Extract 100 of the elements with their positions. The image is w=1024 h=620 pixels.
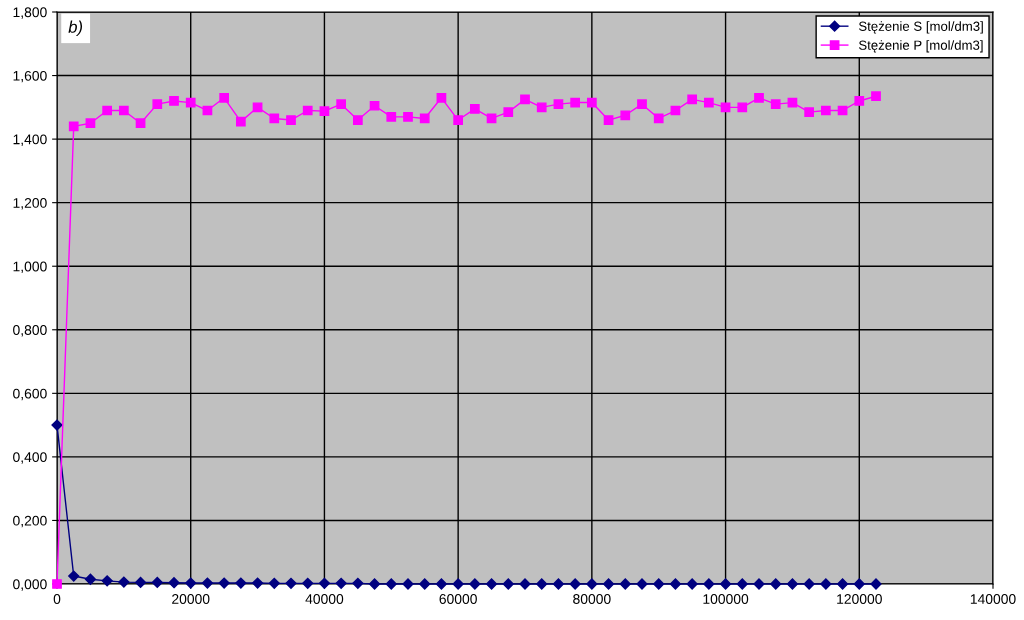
point (251, 577, 264, 589)
y-tick-label: 1,800 (13, 7, 47, 19)
point (335, 577, 347, 589)
point (786, 578, 799, 590)
point (118, 105, 129, 116)
point (85, 118, 96, 129)
point (686, 578, 698, 590)
y-tick-label: 1,400 (13, 134, 47, 146)
point (469, 578, 481, 590)
point (403, 112, 413, 122)
point (219, 92, 230, 103)
y-tick-label: 1,600 (13, 70, 47, 83)
point (637, 99, 647, 110)
point (319, 106, 330, 117)
point (435, 578, 448, 590)
point (252, 102, 263, 113)
point (51, 419, 63, 431)
x-tick-label: 40000 (305, 594, 344, 604)
point (84, 573, 97, 585)
point (68, 570, 80, 582)
point (436, 92, 447, 103)
point (653, 113, 664, 124)
point (803, 578, 815, 590)
point (118, 576, 130, 588)
point (754, 92, 764, 103)
point (352, 577, 364, 589)
point (520, 94, 530, 105)
point (820, 578, 832, 590)
point (218, 577, 230, 589)
point (619, 578, 631, 590)
x-tick-label: 140000 (970, 594, 1016, 604)
point (185, 97, 196, 108)
point (369, 100, 380, 111)
point (168, 577, 180, 589)
x-tick-label: 120000 (837, 594, 882, 604)
point (318, 577, 331, 589)
point (419, 578, 431, 590)
point (134, 576, 147, 589)
point (586, 578, 598, 590)
y-tick-label: 0,200 (13, 515, 47, 528)
point (268, 577, 280, 589)
point (603, 115, 614, 125)
point (820, 105, 831, 116)
point (101, 575, 113, 587)
point (385, 578, 397, 590)
x-tick-label: 100000 (703, 594, 749, 604)
annotation: b) (68, 20, 83, 37)
point (836, 578, 849, 590)
point (169, 96, 179, 106)
point (570, 97, 581, 108)
point (419, 113, 430, 124)
point (719, 578, 732, 590)
point (720, 102, 731, 113)
point (770, 99, 781, 110)
x-tick-label: 60000 (439, 594, 477, 604)
y-tick-label: 1,200 (13, 198, 47, 210)
point (853, 578, 865, 590)
point (569, 578, 581, 590)
x-tick-label: 20000 (172, 594, 210, 604)
point (669, 578, 682, 590)
legend-label: Stężenie P [mol/dm3] (858, 40, 983, 53)
point (152, 99, 163, 110)
point (52, 579, 62, 589)
point (703, 97, 714, 108)
point (185, 577, 197, 589)
point (536, 102, 547, 113)
point (552, 578, 565, 590)
point (687, 94, 698, 105)
point (368, 578, 381, 590)
point (235, 577, 247, 589)
point (201, 577, 214, 589)
point (703, 578, 715, 590)
point (553, 99, 564, 110)
point (737, 102, 748, 113)
point (620, 110, 631, 121)
point (502, 578, 514, 590)
point (736, 578, 748, 590)
point (485, 578, 498, 590)
point (135, 118, 146, 129)
y-tick-label: 1,000 (13, 261, 47, 274)
point (336, 99, 347, 110)
point (503, 107, 514, 117)
point (452, 578, 464, 590)
x-tick-label: 0 (53, 594, 61, 604)
point (68, 121, 79, 132)
point (235, 116, 246, 127)
point (286, 115, 296, 125)
point (469, 104, 480, 114)
point (804, 107, 815, 117)
y-tick-label: 0,600 (13, 388, 47, 401)
point (536, 578, 548, 590)
legend-label: Stężenie S [mol/dm3] (858, 21, 983, 34)
point (653, 578, 665, 590)
y-tick-label: 0,400 (13, 452, 47, 464)
point (352, 115, 363, 125)
point (302, 105, 313, 116)
y-tick-label: 0,000 (13, 579, 47, 591)
point (871, 91, 881, 102)
point (302, 577, 314, 589)
point (102, 105, 113, 116)
